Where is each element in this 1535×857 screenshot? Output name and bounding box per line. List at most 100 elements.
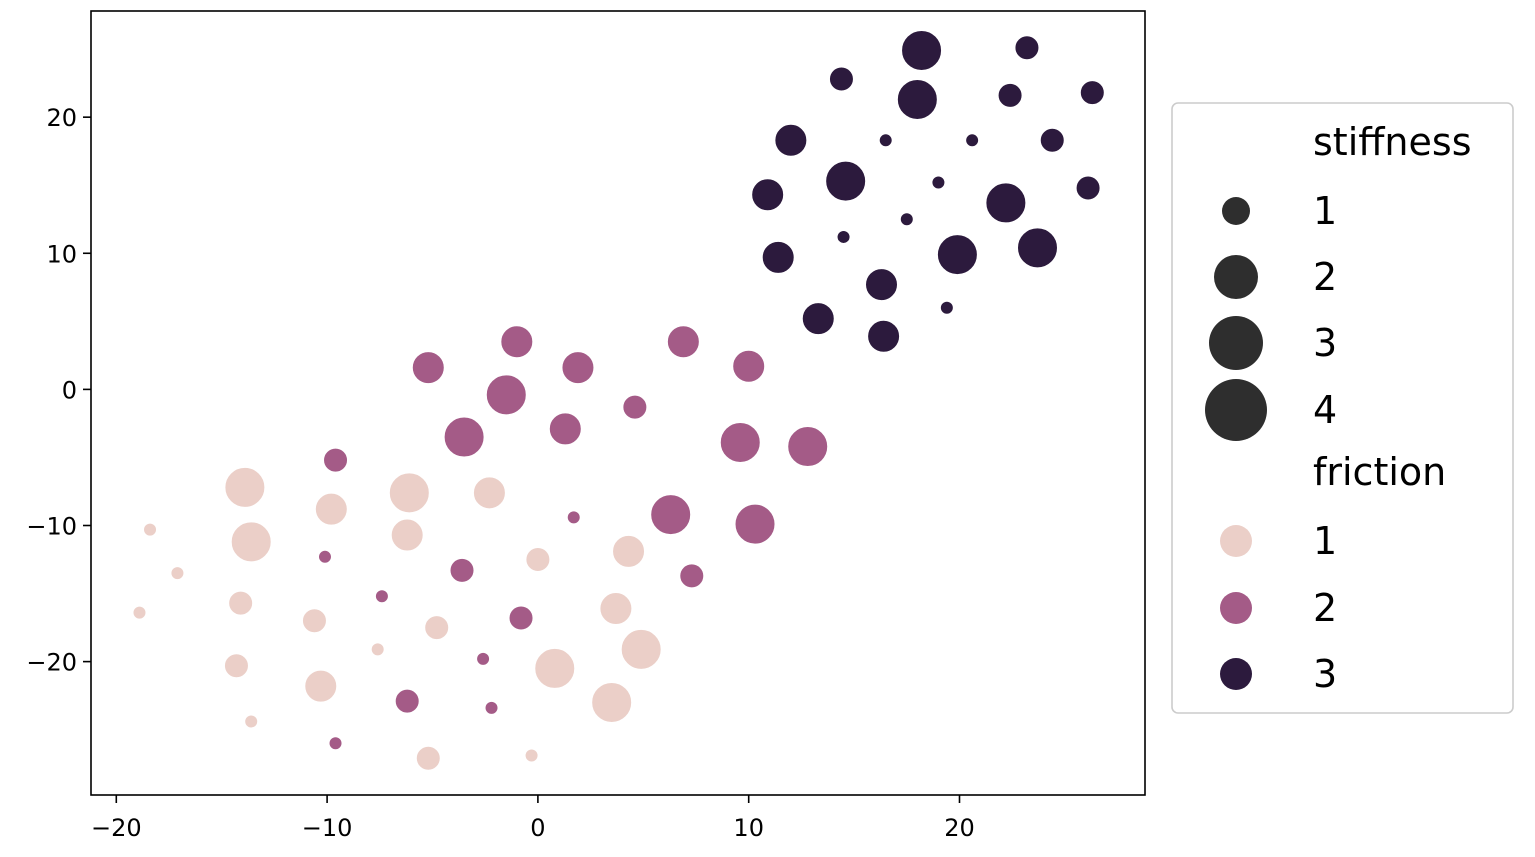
- data-point: [867, 319, 901, 353]
- data-point: [415, 745, 441, 771]
- y-tick-label: −20: [26, 649, 77, 677]
- legend-hue-marker: [1220, 658, 1252, 690]
- data-point: [244, 714, 259, 729]
- data-point: [965, 133, 980, 148]
- data-point: [878, 133, 893, 148]
- x-tick-label: 0: [530, 814, 545, 842]
- data-point: [228, 590, 254, 616]
- data-point: [599, 592, 633, 626]
- data-point: [561, 351, 595, 385]
- data-point: [622, 394, 648, 420]
- data-point: [170, 566, 185, 581]
- x-tick-label: −20: [91, 814, 142, 842]
- data-point: [132, 605, 147, 620]
- legend-size-marker: [1222, 197, 1250, 225]
- data-point: [825, 160, 867, 202]
- data-point: [865, 268, 898, 302]
- legend-size-label: 3: [1313, 321, 1337, 365]
- y-tick-label: 10: [46, 240, 77, 268]
- legend-hue-marker: [1220, 525, 1252, 557]
- data-point: [732, 349, 766, 383]
- data-point: [620, 628, 662, 670]
- data-point: [449, 557, 475, 583]
- data-point: [443, 416, 485, 458]
- data-point: [566, 510, 581, 525]
- data-point: [485, 374, 527, 416]
- data-point: [719, 421, 761, 463]
- legend-size-label: 4: [1313, 388, 1337, 432]
- data-point: [1075, 175, 1101, 201]
- data-point: [1016, 227, 1058, 269]
- legend-size-marker: [1205, 379, 1267, 441]
- plot-area-frame: [90, 10, 1146, 796]
- legend-size-label: 2: [1313, 255, 1337, 299]
- data-point: [525, 547, 551, 573]
- y-tick-label: −10: [26, 513, 77, 541]
- data-point: [143, 522, 158, 537]
- data-point: [476, 651, 491, 666]
- data-point: [223, 653, 249, 679]
- data-point: [508, 605, 534, 631]
- data-point: [899, 212, 914, 227]
- data-point: [896, 78, 938, 120]
- data-point: [388, 472, 430, 514]
- data-point: [1014, 35, 1040, 61]
- data-point: [985, 182, 1027, 224]
- y-tick-label: 0: [62, 376, 77, 404]
- points-layer: [132, 29, 1105, 771]
- data-point: [374, 589, 389, 604]
- data-point: [931, 175, 946, 190]
- data-point: [548, 412, 582, 446]
- data-point: [751, 178, 785, 212]
- data-point: [936, 234, 978, 276]
- data-point: [317, 549, 332, 564]
- x-axis: −20 −10 0 10 20: [91, 795, 975, 842]
- data-point: [787, 426, 829, 468]
- data-point: [424, 615, 450, 641]
- legend-size-label: 1: [1313, 189, 1337, 233]
- legend-hue-label: 2: [1313, 586, 1337, 630]
- data-point: [650, 494, 692, 536]
- data-point: [1079, 80, 1105, 106]
- data-point: [901, 29, 943, 71]
- data-point: [390, 518, 424, 552]
- legend-hue-marker: [1220, 592, 1252, 624]
- data-point: [774, 123, 808, 157]
- data-point: [939, 300, 954, 315]
- data-point: [612, 534, 646, 568]
- legend-title-friction: friction: [1313, 450, 1446, 494]
- legend-hue-label: 1: [1313, 519, 1337, 563]
- data-point: [828, 66, 854, 92]
- legend-title-stiffness: stiffness: [1313, 120, 1472, 164]
- legend-hue-label: 3: [1313, 652, 1337, 696]
- legend-size-marker: [1214, 255, 1258, 299]
- x-tick-label: 20: [944, 814, 975, 842]
- data-point: [484, 700, 499, 715]
- data-point: [524, 748, 539, 763]
- legend-size-marker: [1209, 316, 1263, 370]
- data-point: [591, 681, 633, 723]
- data-point: [394, 688, 420, 714]
- y-tick-label: 20: [46, 104, 77, 132]
- data-point: [801, 302, 835, 336]
- data-point: [224, 466, 266, 508]
- data-point: [761, 240, 795, 274]
- data-point: [230, 521, 272, 563]
- data-point: [370, 642, 385, 657]
- legend: stiffness 1 2 3 4 friction 1 2 3: [1171, 102, 1514, 714]
- data-point: [679, 563, 705, 589]
- data-point: [328, 736, 343, 751]
- x-tick-label: −10: [302, 814, 353, 842]
- data-point: [534, 647, 576, 689]
- data-point: [301, 608, 327, 634]
- data-point: [472, 476, 506, 510]
- data-point: [997, 82, 1023, 108]
- data-point: [734, 503, 776, 545]
- data-point: [500, 325, 534, 359]
- data-point: [314, 492, 348, 526]
- legend-frame: [1171, 102, 1514, 714]
- data-point: [836, 229, 851, 244]
- data-point: [1039, 127, 1065, 153]
- data-point: [666, 325, 700, 359]
